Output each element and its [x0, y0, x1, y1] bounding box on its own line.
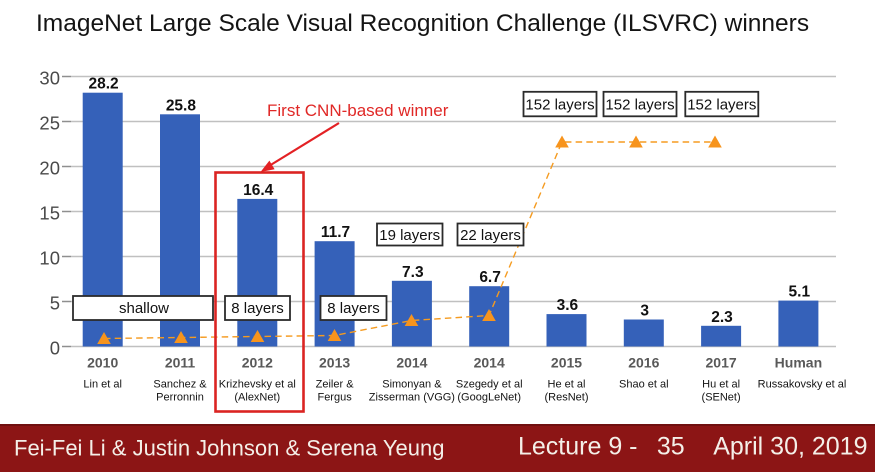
- svg-text:25: 25: [39, 113, 60, 134]
- svg-text:2011: 2011: [165, 355, 196, 371]
- svg-text:16.4: 16.4: [243, 182, 274, 199]
- svg-text:(GoogLeNet): (GoogLeNet): [457, 391, 521, 403]
- svg-text:Hu et al: Hu et al: [702, 378, 740, 390]
- svg-text:2015: 2015: [551, 355, 582, 371]
- svg-text:6.7: 6.7: [479, 269, 501, 286]
- svg-text:(ResNet): (ResNet): [544, 391, 588, 403]
- svg-text:2010: 2010: [87, 355, 118, 371]
- svg-text:Szegedy et al: Szegedy et al: [456, 378, 523, 390]
- svg-text:8 layers: 8 layers: [231, 300, 284, 317]
- svg-text:shallow: shallow: [119, 300, 169, 317]
- svg-text:Human: Human: [775, 355, 822, 371]
- svg-text:152 layers: 152 layers: [605, 96, 674, 113]
- svg-text:2014: 2014: [474, 355, 505, 371]
- svg-text:April 30, 2019: April 30, 2019: [713, 433, 867, 461]
- svg-text:Fergus: Fergus: [317, 391, 352, 403]
- svg-text:2.3: 2.3: [711, 309, 733, 326]
- svg-text:Fei-Fei Li & Justin Johnson &: Fei-Fei Li & Justin Johnson & Serena Yeu…: [14, 436, 445, 461]
- svg-text:Zeiler &: Zeiler &: [316, 378, 355, 390]
- svg-text:Perronnin: Perronnin: [156, 391, 204, 403]
- svg-text:Simonyan &: Simonyan &: [382, 378, 442, 390]
- svg-text:Zisserman (VGG): Zisserman (VGG): [369, 391, 455, 403]
- svg-text:11.7: 11.7: [321, 224, 350, 241]
- svg-text:Lin et al: Lin et al: [83, 378, 122, 390]
- svg-text:25.8: 25.8: [166, 97, 197, 114]
- svg-text:152 layers: 152 layers: [687, 96, 756, 113]
- svg-text:2017: 2017: [706, 355, 737, 371]
- svg-text:2014: 2014: [396, 355, 427, 371]
- svg-text:30: 30: [39, 68, 60, 89]
- svg-text:35: 35: [657, 433, 685, 461]
- svg-text:First CNN-based winner: First CNN-based winner: [267, 101, 449, 120]
- svg-text:5.1: 5.1: [789, 284, 811, 301]
- svg-text:Sanchez &: Sanchez &: [153, 378, 207, 390]
- svg-text:15: 15: [39, 203, 60, 224]
- svg-text:0: 0: [50, 338, 60, 359]
- svg-text:Russakovsky et al: Russakovsky et al: [758, 378, 847, 390]
- svg-text:10: 10: [39, 248, 60, 269]
- svg-text:20: 20: [39, 158, 60, 179]
- svg-text:5: 5: [50, 293, 60, 314]
- svg-text:2012: 2012: [242, 355, 273, 371]
- svg-text:Lecture 9 -: Lecture 9 -: [518, 433, 638, 461]
- svg-text:ImageNet Large Scale Visual Re: ImageNet Large Scale Visual Recognition …: [36, 10, 809, 37]
- svg-text:2016: 2016: [628, 355, 659, 371]
- svg-text:Shao et al: Shao et al: [619, 378, 669, 390]
- svg-text:22 layers: 22 layers: [460, 227, 521, 244]
- svg-text:28.2: 28.2: [89, 76, 119, 93]
- svg-text:7.3: 7.3: [402, 264, 424, 281]
- svg-text:(SENet): (SENet): [702, 391, 741, 403]
- svg-text:(AlexNet): (AlexNet): [234, 391, 280, 403]
- svg-text:2013: 2013: [319, 355, 350, 371]
- svg-text:Krizhevsky et al: Krizhevsky et al: [219, 378, 296, 390]
- svg-text:19 layers: 19 layers: [379, 227, 440, 244]
- svg-text:3: 3: [640, 303, 649, 320]
- svg-text:8 layers: 8 layers: [327, 300, 380, 317]
- svg-text:He et al: He et al: [548, 378, 586, 390]
- svg-text:3.6: 3.6: [557, 297, 579, 314]
- svg-text:152 layers: 152 layers: [525, 96, 594, 113]
